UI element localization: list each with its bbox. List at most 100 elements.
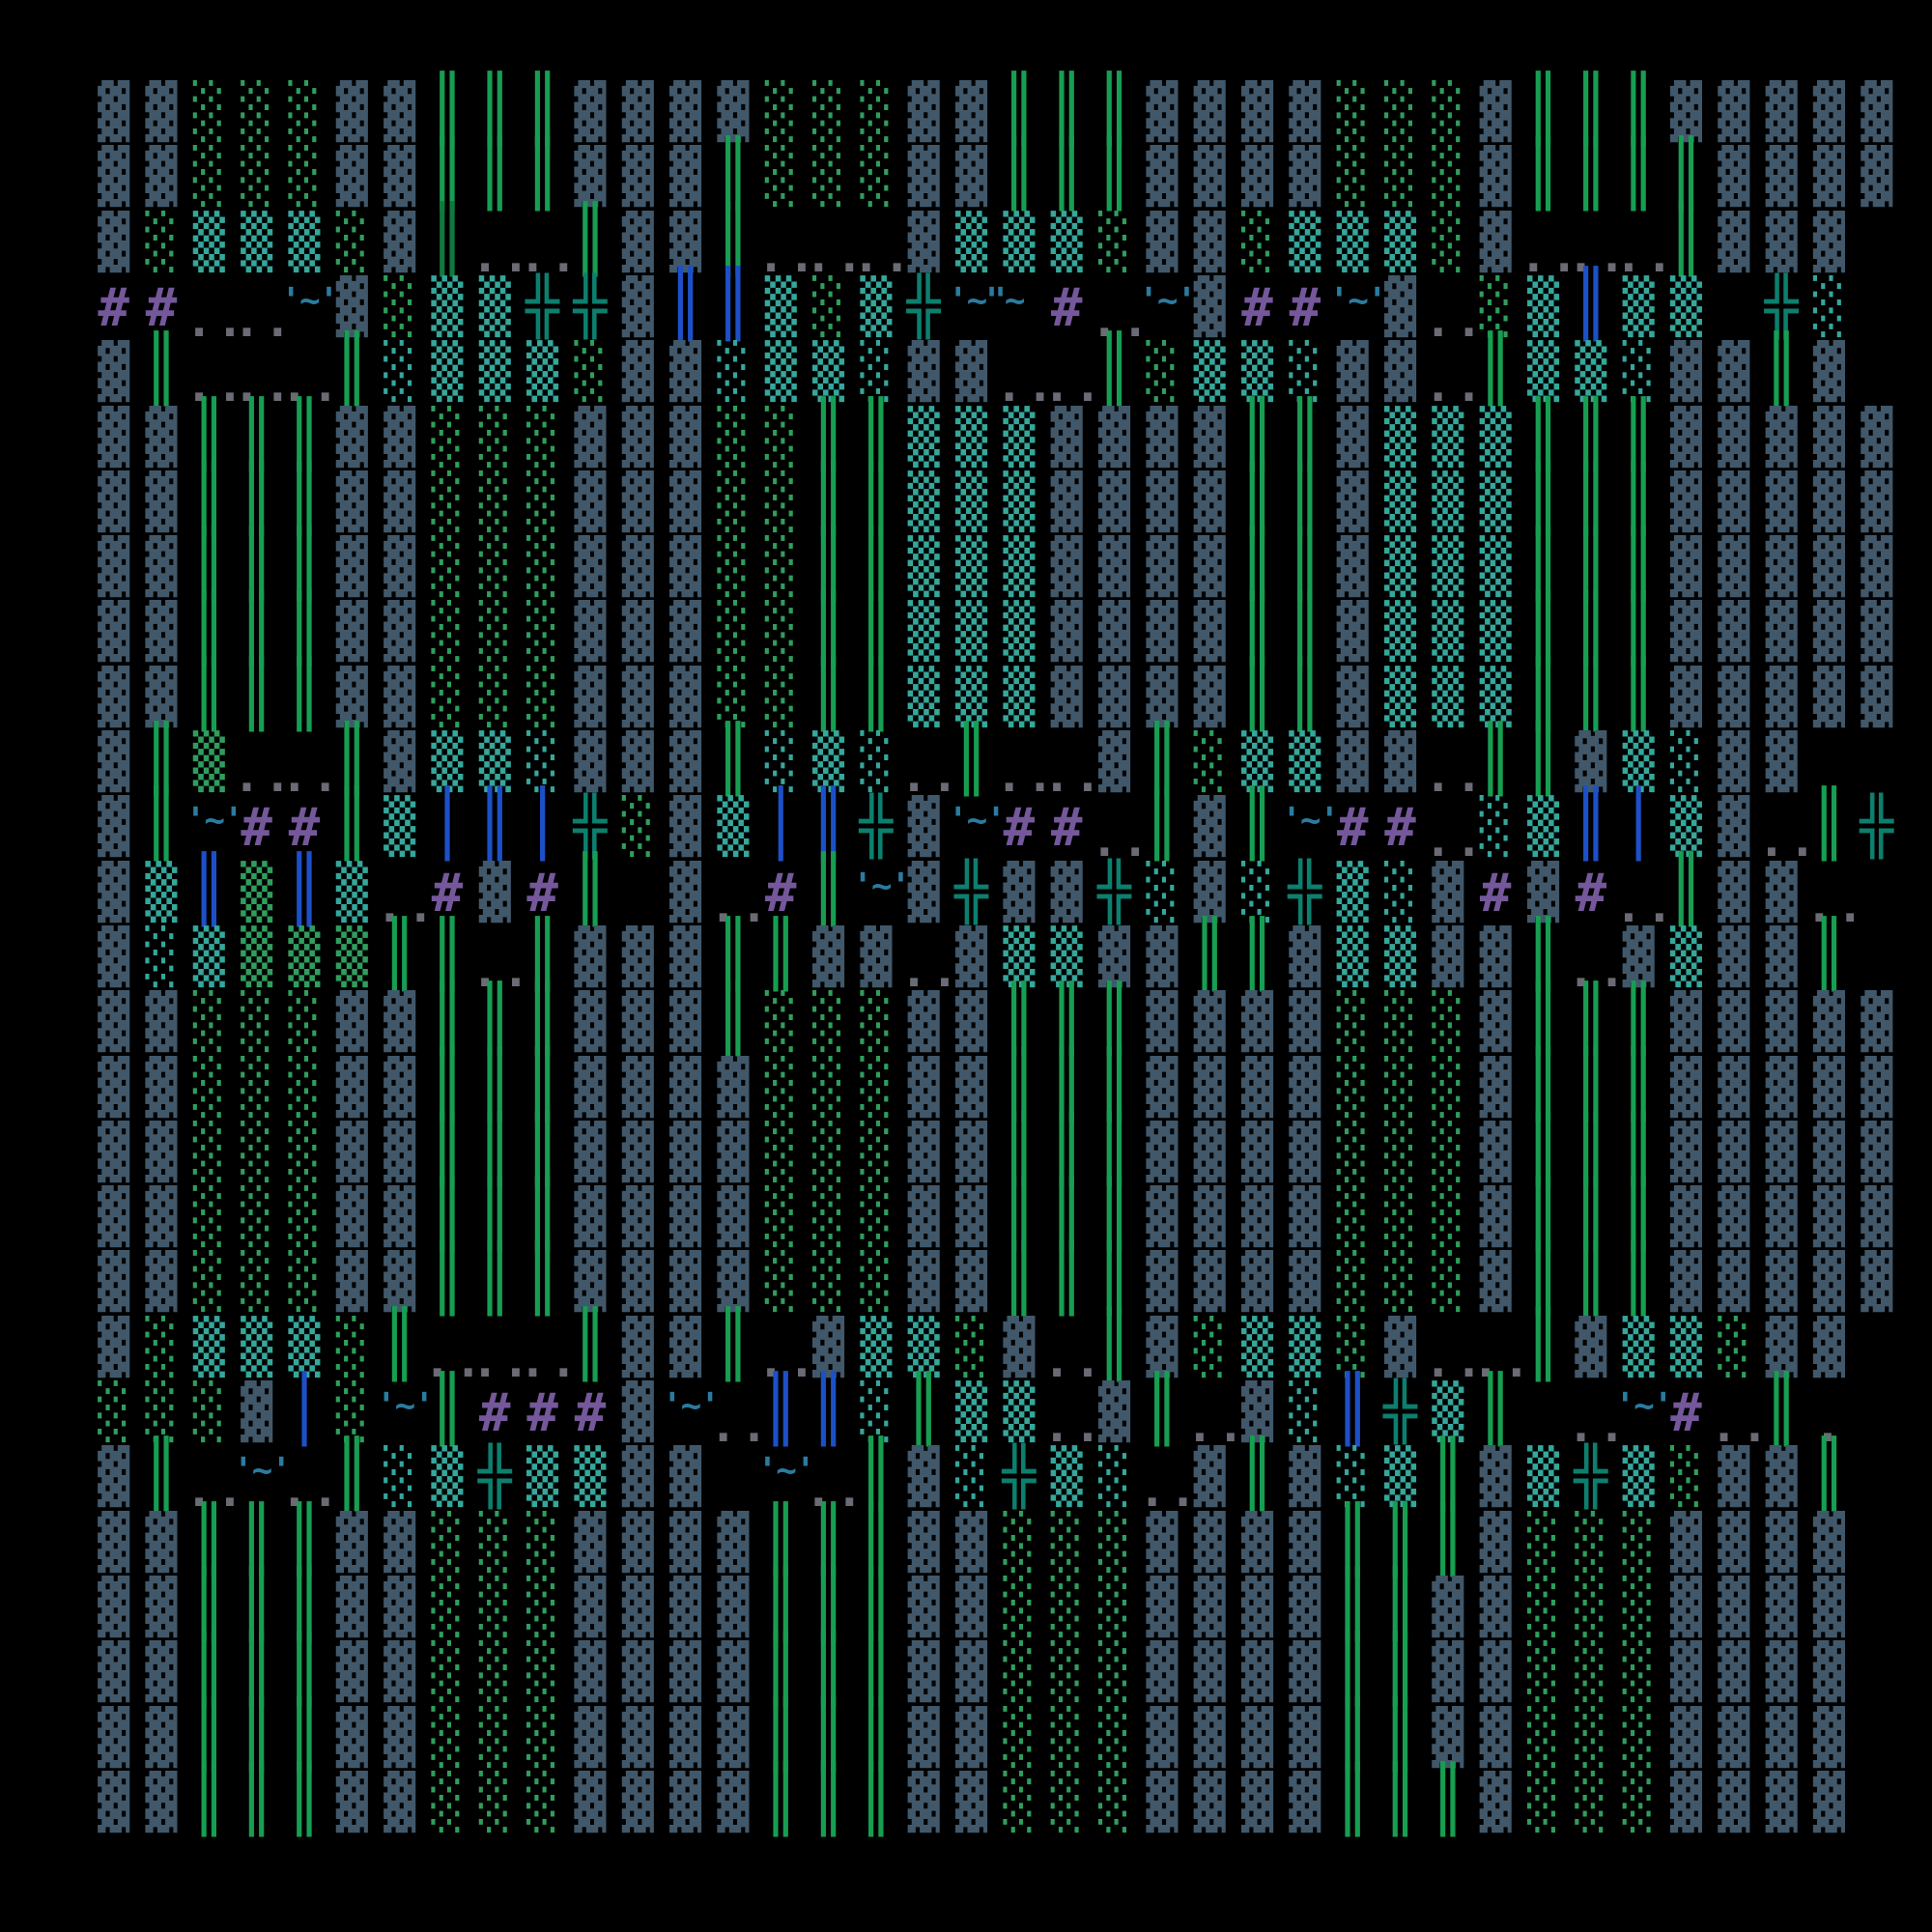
purple-hash-glyph: # (1050, 276, 1083, 338)
teal-medium-dots-glyph: ▒ (1050, 210, 1083, 272)
green-sparse-dots-glyph: ░ (1526, 1575, 1560, 1637)
blue-double-bar-glyph: ║ (1571, 266, 1610, 341)
slate-dense-block-glyph: ▓ (98, 469, 130, 532)
slate-dense-block-glyph: ▓ (145, 80, 178, 142)
slate-dense-block-glyph: ▓ (1336, 469, 1369, 532)
slate-dense-block-glyph: ▓ (1765, 145, 1798, 208)
slate-dense-block-glyph: ▓ (1193, 274, 1226, 337)
green-double-bar-glyph: ║ (952, 722, 991, 796)
slate-dense-block-glyph: ▓ (574, 469, 607, 532)
green-sparse-dots-glyph: ░ (1336, 1185, 1369, 1248)
green-double-bar-glyph: ║ (1000, 1177, 1038, 1252)
teal-medium-dots-glyph: ▒ (955, 469, 988, 532)
slate-dense-block-glyph: ▓ (98, 210, 130, 272)
slate-dense-block-glyph: ▓ (1050, 405, 1083, 468)
green-double-bar-glyph: ║ (1571, 461, 1610, 536)
green-sparse-dots-glyph: ░ (1526, 1510, 1560, 1573)
empty-cell-glyph (1853, 925, 1900, 990)
green-sparse-dots-glyph: ░ (431, 405, 464, 468)
green-sparse-dots-glyph: ░ (1097, 1705, 1131, 1768)
blue-double-bar-glyph: ║ (761, 1372, 801, 1446)
green-sparse-dots-glyph: ░ (192, 1380, 225, 1442)
slate-dense-block-glyph: ▓ (1718, 990, 1750, 1053)
gray-double-dot-glyph: .. (280, 749, 343, 803)
gray-double-dot-glyph: .. (1185, 1399, 1248, 1453)
pattern-row: ░ ░ ░ ▓ │ ░ '~'║ # # # ▓ '~'..║ ║ ░ ║ ▒ ▒ ..▓ ║..▓ ░ ║ ╬ ▒ ║ ..'… (90, 1372, 1900, 1453)
green-double-bar-glyph: ║ (428, 1372, 467, 1446)
teal-quoted-tilde-glyph: '~' (1138, 280, 1197, 321)
slate-dense-block-glyph: ▓ (907, 1250, 940, 1313)
green-sparse-dots-glyph: ░ (860, 1250, 893, 1313)
green-sparse-dots-glyph: ░ (812, 1120, 845, 1182)
teal-sparse-dots-glyph: ░ (1146, 860, 1179, 923)
green-double-bar-glyph: ║ (857, 591, 895, 667)
gray-double-dot-glyph: .. (1424, 813, 1486, 868)
pattern-row: ▓ ▓ ░ ░ ░ ▓ ▓ ║ ║ ║ ▓ ▓ ▓ ║ ░ ░ ░ ▓ ▓ ║ ║ ║ ▓ ▓ ▓ ▓ ░ ░ ░ ▓ ║ ║ ║ ▓ ▓ ▓ ▓ ▓ (90, 981, 1900, 1057)
green-sparse-dots-glyph: ░ (1336, 145, 1369, 208)
slate-dense-block-glyph: ▓ (717, 1640, 750, 1703)
green-sparse-dots-glyph: ░ (860, 1120, 893, 1182)
teal-medium-dots-glyph: ▒ (1622, 1315, 1655, 1378)
green-double-bar-glyph: ║ (189, 461, 229, 536)
green-sparse-dots-glyph: ░ (526, 535, 559, 598)
teal-sparse-dots-glyph: ░ (1622, 340, 1655, 403)
slate-dense-block-glyph: ▓ (1718, 210, 1750, 272)
teal-cross-glyph: ╬ (954, 858, 989, 924)
green-double-bar-glyph: ║ (237, 526, 276, 602)
slate-dense-block-glyph: ▓ (1193, 1185, 1226, 1248)
green-double-bar-glyph: ║ (1285, 591, 1324, 667)
gray-double-dot-glyph: .. (185, 358, 247, 413)
slate-dense-block-glyph: ▓ (1289, 990, 1321, 1053)
gray-double-dot-glyph: .. (232, 749, 295, 803)
green-double-bar-glyph: ║ (1762, 1372, 1802, 1446)
green-double-bar-glyph: ║ (475, 1046, 515, 1122)
teal-quoted-tilde-glyph: '~' (947, 801, 1007, 841)
slate-dense-block-glyph: ▓ (1669, 1250, 1703, 1313)
green-double-bar-glyph: ║ (189, 1566, 229, 1641)
green-sparse-dots-glyph: ░ (478, 665, 511, 727)
teal-medium-dots-glyph: ▒ (1526, 340, 1560, 403)
slate-dense-block-glyph: ▓ (335, 1055, 368, 1118)
slate-dense-block-glyph: ▓ (669, 1315, 702, 1378)
teal-medium-dots-glyph: ▒ (1526, 1445, 1560, 1508)
green-double-bar-glyph: ║ (809, 526, 848, 602)
green-double-bar-glyph: ║ (1380, 1761, 1420, 1836)
slate-dense-block-glyph: ▓ (669, 1055, 702, 1118)
slate-dense-block-glyph: ▓ (1765, 535, 1798, 598)
green-double-bar-glyph: ║ (1476, 722, 1516, 796)
slate-dense-block-glyph: ▓ (1812, 1640, 1846, 1703)
slate-dense-block-glyph: ▓ (1432, 924, 1464, 987)
green-sparse-dots-glyph: ░ (145, 1315, 178, 1378)
green-sparse-dots-glyph: ░ (288, 1250, 321, 1313)
green-sparse-dots-glyph: ░ (1432, 990, 1464, 1053)
slate-dense-block-glyph: ▓ (1050, 860, 1083, 923)
green-double-bar-glyph: ║ (809, 1501, 848, 1577)
teal-medium-dots-glyph: ▒ (1526, 274, 1560, 337)
dark-green-double-bar-glyph: ║ (428, 201, 467, 276)
teal-medium-dots-glyph: ▒ (1383, 405, 1417, 468)
blue-double-bar-glyph: ║ (1333, 1372, 1373, 1446)
gray-double-dot-glyph: .. (804, 1463, 867, 1519)
green-double-bar-glyph: ║ (1571, 656, 1610, 731)
green-double-bar-glyph: ║ (1619, 526, 1659, 602)
green-double-bar-glyph: ║ (1000, 981, 1038, 1057)
slate-dense-block-glyph: ▓ (955, 340, 988, 403)
slate-dense-block-glyph: ▓ (1479, 1445, 1512, 1508)
teal-cross-glyph: ╬ (1860, 793, 1894, 860)
green-double-bar-glyph: ║ (1571, 1241, 1610, 1317)
teal-medium-dots-glyph: ▒ (241, 1315, 273, 1378)
green-sparse-dots-glyph: ░ (241, 990, 273, 1053)
slate-dense-block-glyph: ▓ (907, 1640, 940, 1703)
green-sparse-dots-glyph: ░ (812, 990, 845, 1053)
green-sparse-dots-glyph: ░ (478, 1705, 511, 1768)
green-sparse-dots-glyph: ░ (764, 600, 797, 663)
green-sparse-dots-glyph: ░ (1050, 1770, 1083, 1833)
green-double-bar-glyph: ║ (285, 461, 324, 536)
green-double-bar-glyph: ║ (714, 722, 753, 796)
slate-dense-block-glyph: ▓ (907, 1445, 940, 1508)
green-double-bar-glyph: ║ (1237, 461, 1277, 536)
teal-medium-dots-glyph: ▒ (1383, 535, 1417, 598)
green-double-bar-glyph: ║ (1333, 1696, 1373, 1772)
slate-dense-block-glyph: ▓ (1193, 1250, 1226, 1313)
